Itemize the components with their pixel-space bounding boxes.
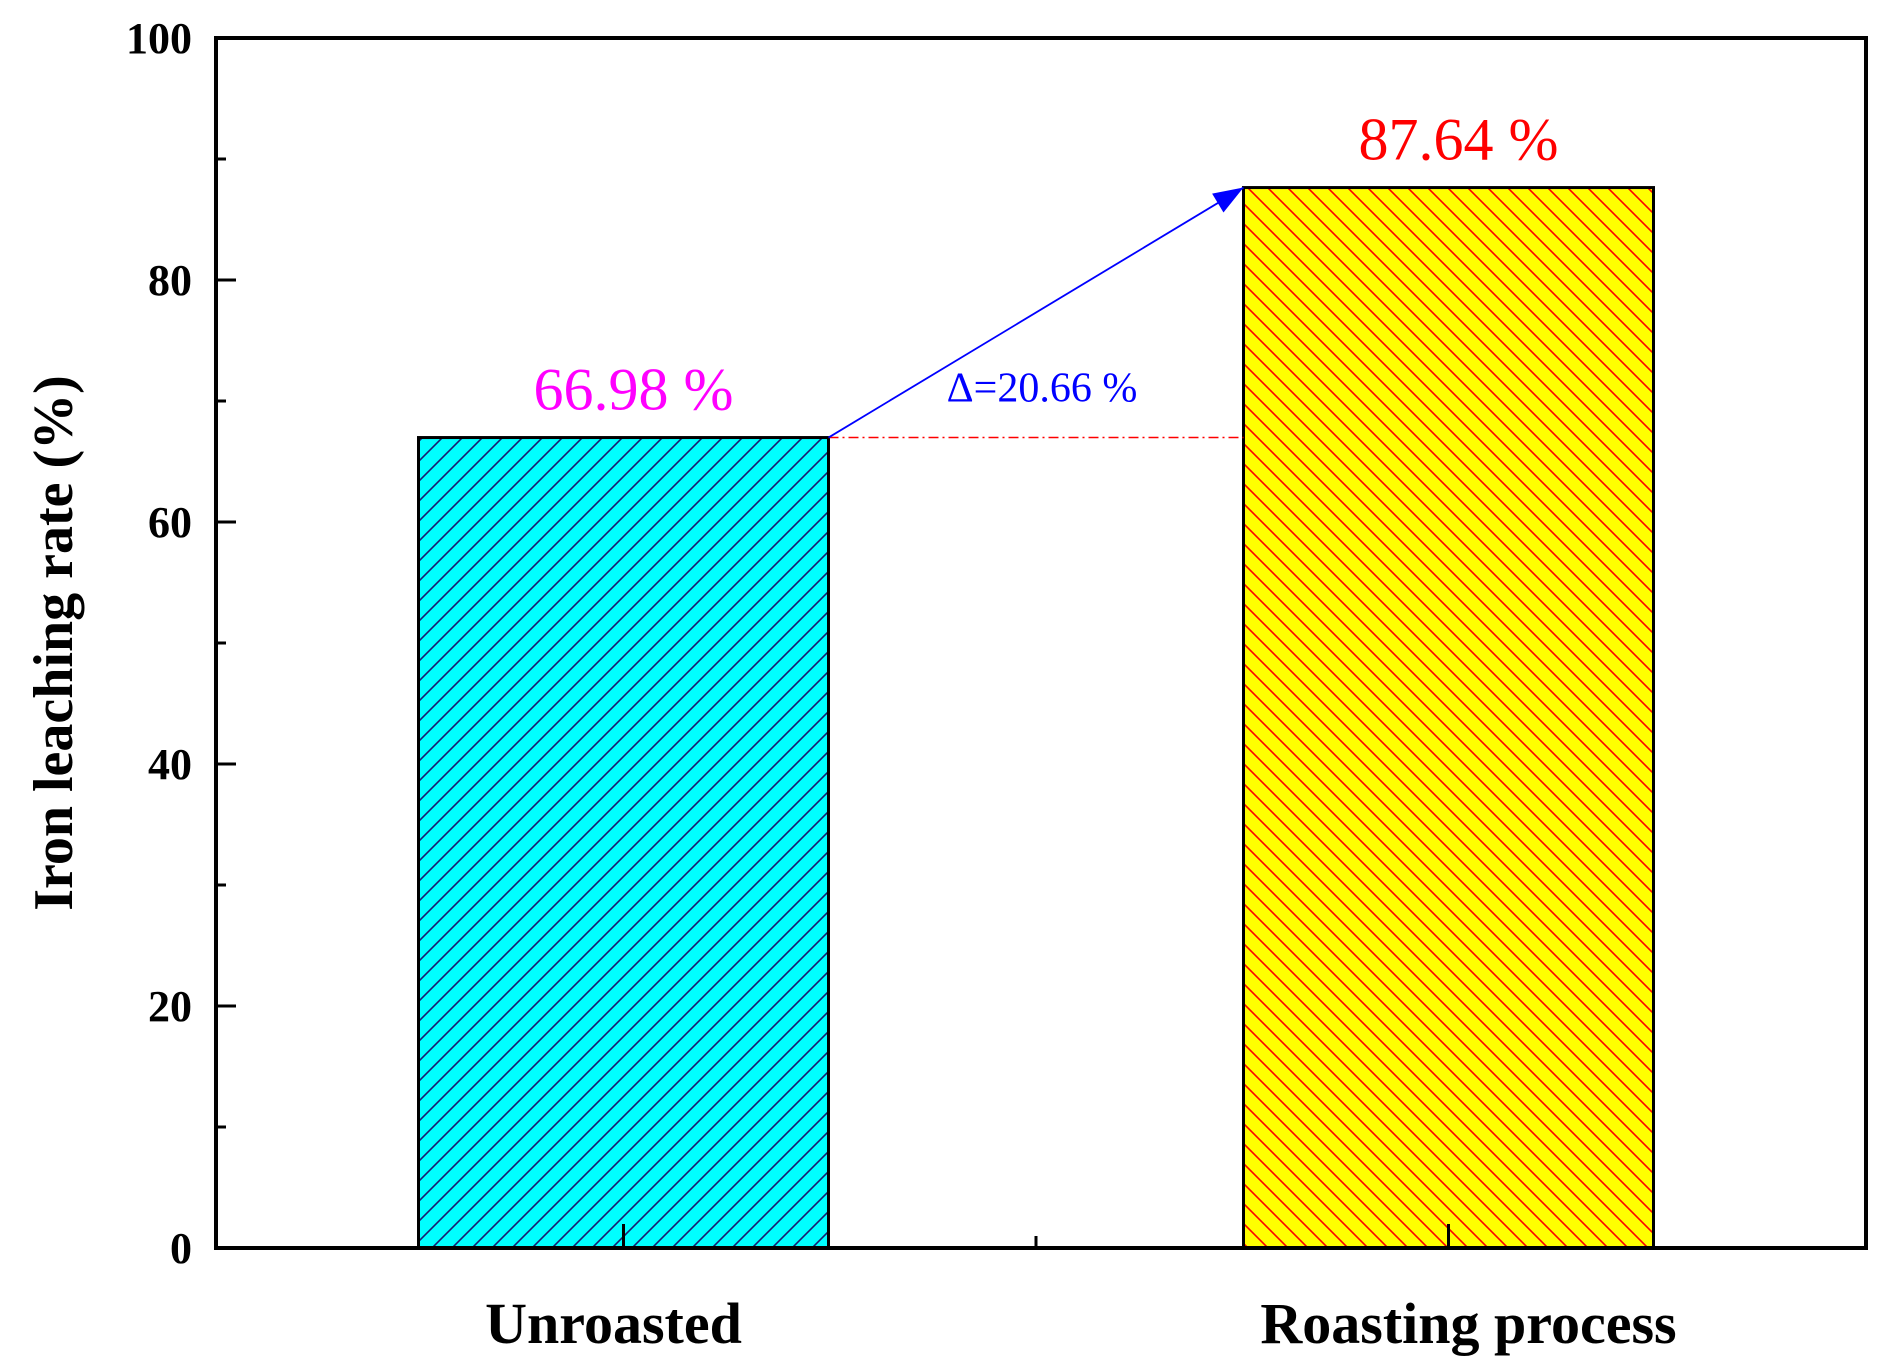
y-tick-label: 100 [126,14,192,63]
y-tick-label: 20 [148,982,192,1031]
category-label-1: Roasting process [1260,1291,1676,1356]
data-label-0: 66.98 % [534,357,734,423]
delta-arrow [828,186,1244,439]
delta-annotation: Δ=20.66 % [828,186,1244,439]
delta-label: Δ=20.66 % [947,366,1138,412]
bar-0 [417,436,830,1250]
y-tick-label: 0 [170,1224,192,1273]
y-tick-label: 80 [148,256,192,305]
delta-arrowhead [1212,187,1244,213]
axis-ticks [216,36,1450,1250]
bar-1 [1242,186,1655,1250]
labels: 66.98 % Unroasted 87.64 % Roasting process 0… [126,14,1677,1356]
y-axis-title: Iron leaching rate (%) [23,375,85,911]
category-label-0: Unroasted [485,1291,742,1356]
y-tick-label: 60 [148,498,192,547]
data-label-1: 87.64 % [1359,107,1559,173]
y-tick-label: 40 [148,740,192,789]
bars [417,186,1655,1250]
